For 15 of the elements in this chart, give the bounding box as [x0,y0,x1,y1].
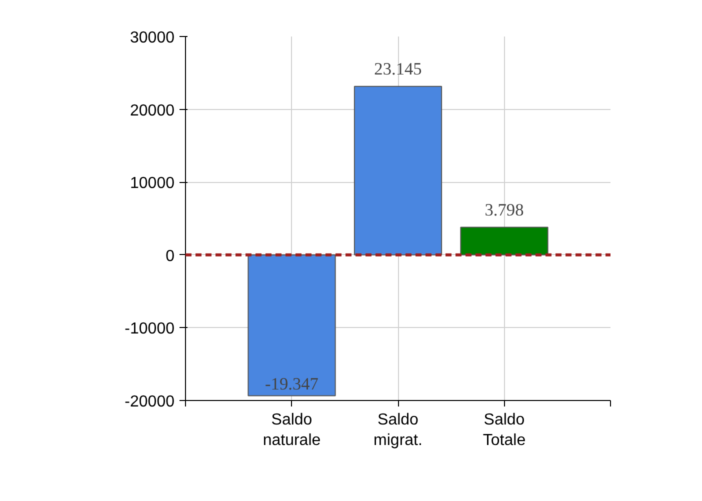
x-tick-label: Saldo migrat. [374,412,422,449]
x-tick-label: Saldo naturale [262,412,321,449]
bar [354,86,442,256]
y-tick-label: 10000 [130,175,175,192]
y-tick-label: 30000 [130,30,175,46]
bar [460,226,548,256]
x-tick-label: Saldo Totale [482,412,526,449]
y-tick-label: -10000 [124,320,175,338]
data-label: 3.798 [484,200,524,220]
y-tick-label: 0 [166,248,175,265]
data-label: -19.347 [265,374,319,394]
y-tick-label: -20000 [124,394,175,410]
bar [248,254,336,396]
y-tick-label: 20000 [130,102,175,120]
data-label: 23.145 [374,59,422,78]
